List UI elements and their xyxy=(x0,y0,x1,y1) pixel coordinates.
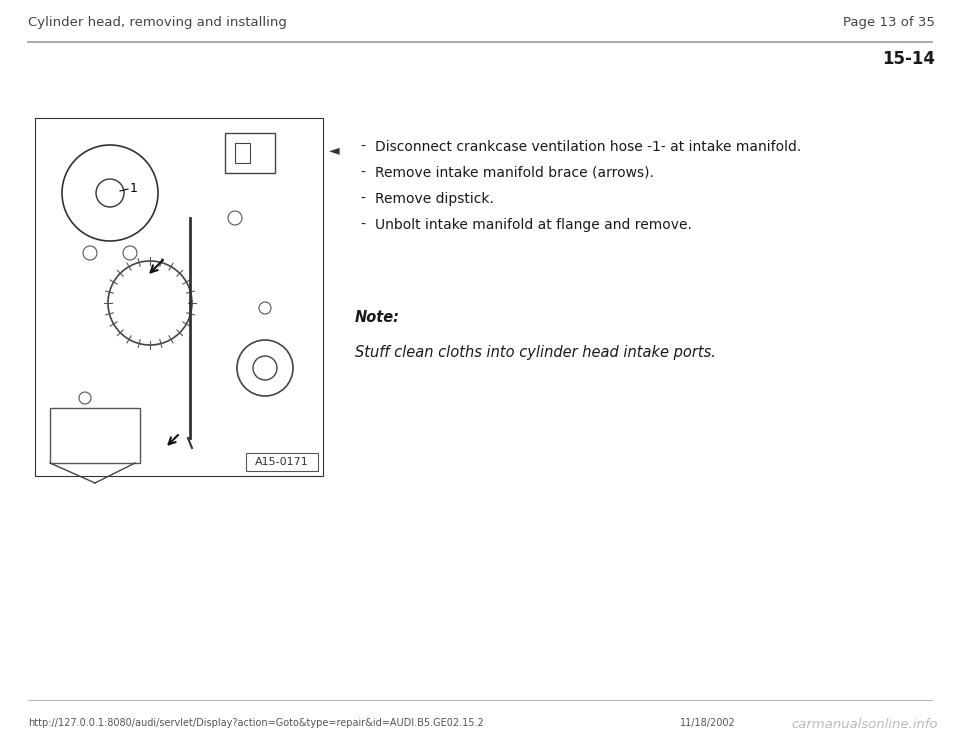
Text: Stuff clean cloths into cylinder head intake ports.: Stuff clean cloths into cylinder head in… xyxy=(355,345,716,360)
Bar xyxy=(50,408,140,463)
Text: carmanualsonline.info: carmanualsonline.info xyxy=(791,718,938,731)
Text: Remove intake manifold brace (arrows).: Remove intake manifold brace (arrows). xyxy=(375,166,654,180)
Bar xyxy=(246,453,318,471)
Text: -: - xyxy=(360,140,365,154)
Text: -: - xyxy=(360,192,365,206)
Text: 1: 1 xyxy=(130,182,138,194)
Bar xyxy=(35,118,323,476)
Bar xyxy=(225,133,275,173)
Text: http://127.0.0.1:8080/audi/servlet/Display?action=Goto&type=repair&id=AUDI.B5.GE: http://127.0.0.1:8080/audi/servlet/Displ… xyxy=(28,718,484,728)
Text: Remove dipstick.: Remove dipstick. xyxy=(375,192,493,206)
Text: 11/18/2002: 11/18/2002 xyxy=(680,718,735,728)
Text: Note:: Note: xyxy=(355,310,400,325)
Text: -: - xyxy=(360,218,365,232)
Text: ◄: ◄ xyxy=(329,143,340,157)
Text: Disconnect crankcase ventilation hose -1- at intake manifold.: Disconnect crankcase ventilation hose -1… xyxy=(375,140,802,154)
Text: Page 13 of 35: Page 13 of 35 xyxy=(843,16,935,29)
Bar xyxy=(235,143,250,163)
Text: -: - xyxy=(360,166,365,180)
Text: 15-14: 15-14 xyxy=(882,50,935,68)
Text: A15-0171: A15-0171 xyxy=(255,457,309,467)
Text: Unbolt intake manifold at flange and remove.: Unbolt intake manifold at flange and rem… xyxy=(375,218,692,232)
Text: Cylinder head, removing and installing: Cylinder head, removing and installing xyxy=(28,16,287,29)
